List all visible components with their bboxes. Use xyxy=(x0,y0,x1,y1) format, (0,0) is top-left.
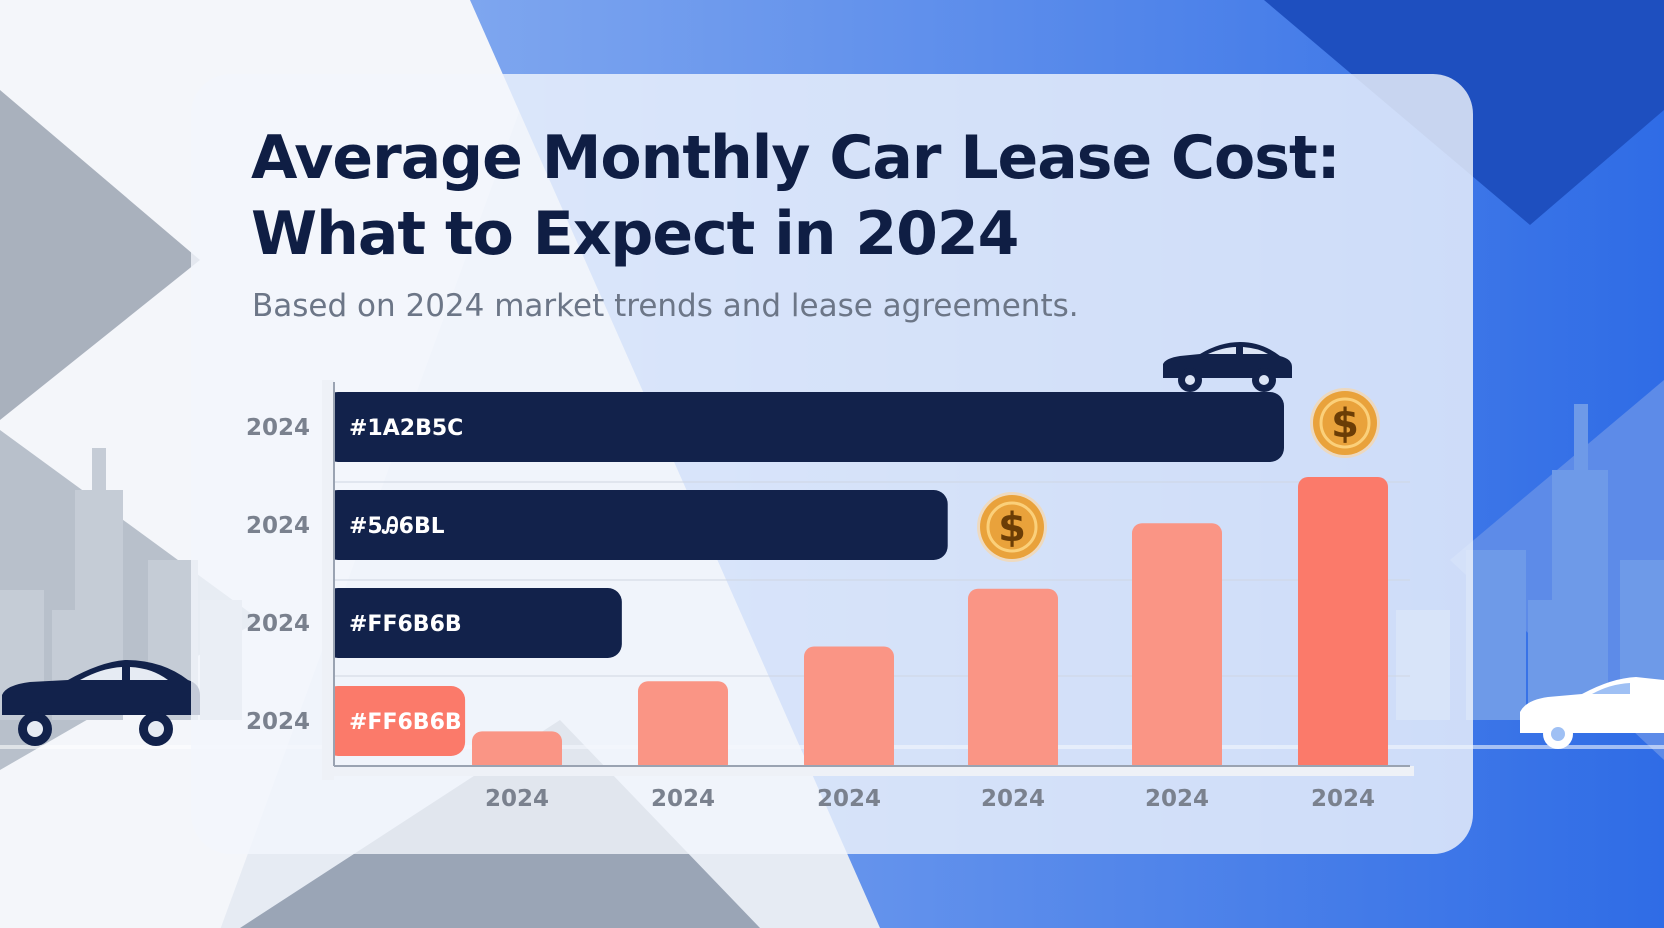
axis-cover xyxy=(322,380,334,780)
bar-data-label: #5Ꭿ6Bᒪ xyxy=(349,514,445,539)
horizontal-bar xyxy=(324,588,622,658)
column-bar xyxy=(1298,477,1388,774)
chart-title: Average Monthly Car Lease Cost: What to … xyxy=(251,120,1451,272)
car-icon xyxy=(2,660,200,746)
baseline-cover xyxy=(334,766,1414,776)
svg-text:$: $ xyxy=(1331,401,1359,447)
x-tick-label: 2024 xyxy=(981,786,1045,812)
svg-text:$: $ xyxy=(998,505,1026,551)
y-tick-label: 2024 xyxy=(246,513,310,539)
bar-data-label: #1A2B5C xyxy=(349,416,463,441)
chart-subtitle: Based on 2024 market trends and lease ag… xyxy=(252,288,1079,324)
y-tick-label: 2024 xyxy=(246,709,310,735)
column-bar xyxy=(804,646,894,774)
car-icon xyxy=(1163,342,1292,392)
dollar-coin-icon: $ xyxy=(977,492,1047,562)
horizontal-bar xyxy=(324,686,466,756)
x-tick-label: 2024 xyxy=(485,786,549,812)
column-bar xyxy=(1132,523,1222,774)
chart-title-line-1: Average Monthly Car Lease Cost: xyxy=(251,123,1341,193)
bar-data-label: #FF6B6B xyxy=(349,710,462,735)
x-tick-label: 2024 xyxy=(1145,786,1209,812)
column-bar xyxy=(968,588,1058,774)
horizontal-bar xyxy=(324,490,948,560)
column-bar xyxy=(638,681,728,774)
y-tick-label: 2024 xyxy=(246,415,310,441)
chart-title-line-2: What to Expect in 2024 xyxy=(251,199,1019,269)
column-bar xyxy=(472,731,562,774)
y-tick-label: 2024 xyxy=(246,611,310,637)
bar-data-label: #FF6B6B xyxy=(349,612,462,637)
x-tick-label: 2024 xyxy=(817,786,881,812)
x-tick-label: 2024 xyxy=(651,786,715,812)
car-icon xyxy=(1520,677,1664,749)
x-tick-label: 2024 xyxy=(1311,786,1375,812)
horizontal-bar xyxy=(324,392,1284,462)
dollar-coin-icon: $ xyxy=(1310,388,1380,458)
